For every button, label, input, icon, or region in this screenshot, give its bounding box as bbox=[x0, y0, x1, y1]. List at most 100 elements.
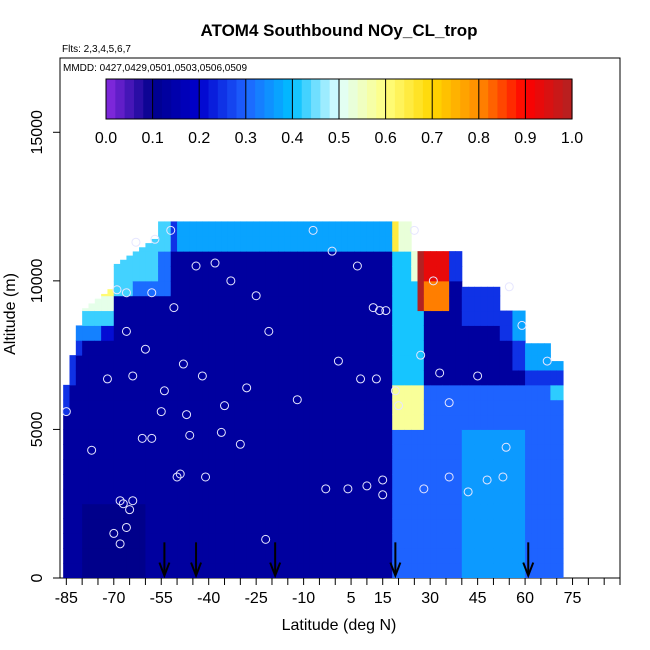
heatmap-cell bbox=[525, 474, 532, 490]
heatmap-cell bbox=[360, 251, 368, 267]
heatmap-cell bbox=[360, 236, 368, 252]
heatmap-cell bbox=[101, 459, 108, 475]
heatmap-cell bbox=[107, 429, 115, 445]
heatmap-cell bbox=[392, 310, 400, 326]
heatmap-cell bbox=[322, 340, 330, 356]
heatmap-cell bbox=[246, 533, 254, 549]
heatmap-cell bbox=[316, 474, 324, 490]
heatmap-cell bbox=[379, 251, 387, 267]
heatmap-cell bbox=[221, 459, 229, 475]
heatmap-cell bbox=[309, 280, 317, 297]
heatmap-cell bbox=[170, 251, 178, 267]
heatmap-cell bbox=[322, 414, 330, 430]
heatmap-cell bbox=[354, 221, 362, 237]
heatmap-cell bbox=[215, 370, 222, 386]
heatmap-cell bbox=[126, 295, 134, 312]
heatmap-cell bbox=[392, 251, 400, 267]
heatmap-cell bbox=[177, 474, 184, 490]
heatmap-cell bbox=[139, 266, 146, 282]
heatmap-cell bbox=[347, 444, 355, 460]
heatmap-cell bbox=[556, 503, 564, 520]
heatmap-cell bbox=[290, 340, 298, 356]
heatmap-cell bbox=[544, 488, 551, 505]
heatmap-cell bbox=[417, 355, 425, 371]
colorbar-segment bbox=[488, 79, 499, 119]
heatmap-cell bbox=[189, 236, 197, 252]
heatmap-cell bbox=[398, 459, 406, 475]
heatmap-cell bbox=[449, 548, 456, 564]
heatmap-cell bbox=[132, 295, 140, 312]
heatmap-cell bbox=[278, 518, 286, 534]
heatmap-cell bbox=[221, 563, 229, 578]
heatmap-cell bbox=[227, 325, 235, 341]
heatmap-cell bbox=[259, 518, 267, 534]
heatmap-cell bbox=[550, 533, 558, 549]
heatmap-cell bbox=[101, 325, 108, 341]
heatmap-cell bbox=[423, 340, 431, 356]
heatmap-cell bbox=[227, 459, 235, 475]
heatmap-cells bbox=[63, 221, 564, 578]
heatmap-cell bbox=[75, 563, 83, 578]
heatmap-cell bbox=[506, 355, 513, 371]
heatmap-cell bbox=[303, 221, 311, 237]
heatmap-cell bbox=[430, 563, 437, 578]
heatmap-cell bbox=[404, 295, 412, 312]
heatmap-cell bbox=[506, 399, 513, 416]
heatmap-cell bbox=[499, 355, 507, 371]
heatmap-cell bbox=[309, 266, 317, 282]
heatmap-cell bbox=[373, 295, 381, 312]
heatmap-cell bbox=[196, 488, 203, 505]
heatmap-cell bbox=[196, 414, 203, 430]
heatmap-cell bbox=[189, 488, 197, 505]
heatmap-cell bbox=[126, 414, 134, 430]
heatmap-cell bbox=[544, 444, 551, 460]
heatmap-cell bbox=[88, 429, 96, 445]
heatmap-cell bbox=[170, 503, 178, 520]
colorbar-segment bbox=[534, 79, 545, 119]
heatmap-cell bbox=[398, 518, 406, 534]
heatmap-cell bbox=[284, 325, 292, 341]
heatmap-cell bbox=[158, 251, 165, 267]
colorbar-segment bbox=[292, 79, 303, 119]
heatmap-cell bbox=[88, 399, 96, 416]
heatmap-cell bbox=[202, 221, 210, 237]
heatmap-cell bbox=[177, 325, 184, 341]
heatmap-cell bbox=[202, 429, 210, 445]
heatmap-cell bbox=[430, 370, 437, 386]
heatmap-cell bbox=[322, 355, 330, 371]
heatmap-cell bbox=[537, 488, 545, 505]
heatmap-cell bbox=[252, 563, 260, 578]
heatmap-cell bbox=[297, 503, 305, 520]
heatmap-cell bbox=[120, 384, 127, 401]
heatmap-cell bbox=[183, 503, 191, 520]
heatmap-cell bbox=[468, 384, 475, 401]
heatmap-cell bbox=[360, 399, 368, 416]
heatmap-cell bbox=[455, 355, 463, 371]
heatmap-cell bbox=[132, 474, 140, 490]
x-axis-tick-label: -10 bbox=[292, 590, 315, 607]
y-axis-tick-label: 0 bbox=[29, 573, 46, 582]
heatmap-cell bbox=[341, 444, 349, 460]
sample-point bbox=[115, 539, 125, 549]
heatmap-cell bbox=[234, 444, 241, 460]
heatmap-cell bbox=[461, 548, 469, 564]
heatmap-cell bbox=[366, 533, 374, 549]
heatmap-cell bbox=[373, 370, 381, 386]
heatmap-cell bbox=[404, 310, 412, 326]
heatmap-cell bbox=[328, 251, 336, 267]
heatmap-cell bbox=[94, 548, 102, 564]
heatmap-cell bbox=[63, 518, 70, 534]
heatmap-cell bbox=[132, 266, 140, 282]
heatmap-cell bbox=[550, 503, 558, 520]
heatmap-cell bbox=[455, 548, 463, 564]
heatmap-cell bbox=[461, 533, 469, 549]
heatmap-cell bbox=[461, 474, 469, 490]
heatmap-cell bbox=[449, 325, 456, 341]
heatmap-cell bbox=[449, 399, 456, 416]
heatmap-cell bbox=[82, 355, 89, 371]
heatmap-cell bbox=[468, 488, 475, 505]
heatmap-cell bbox=[461, 429, 469, 445]
heatmap-cell bbox=[430, 488, 437, 505]
heatmap-cell bbox=[303, 459, 311, 475]
heatmap-cell bbox=[151, 280, 159, 297]
